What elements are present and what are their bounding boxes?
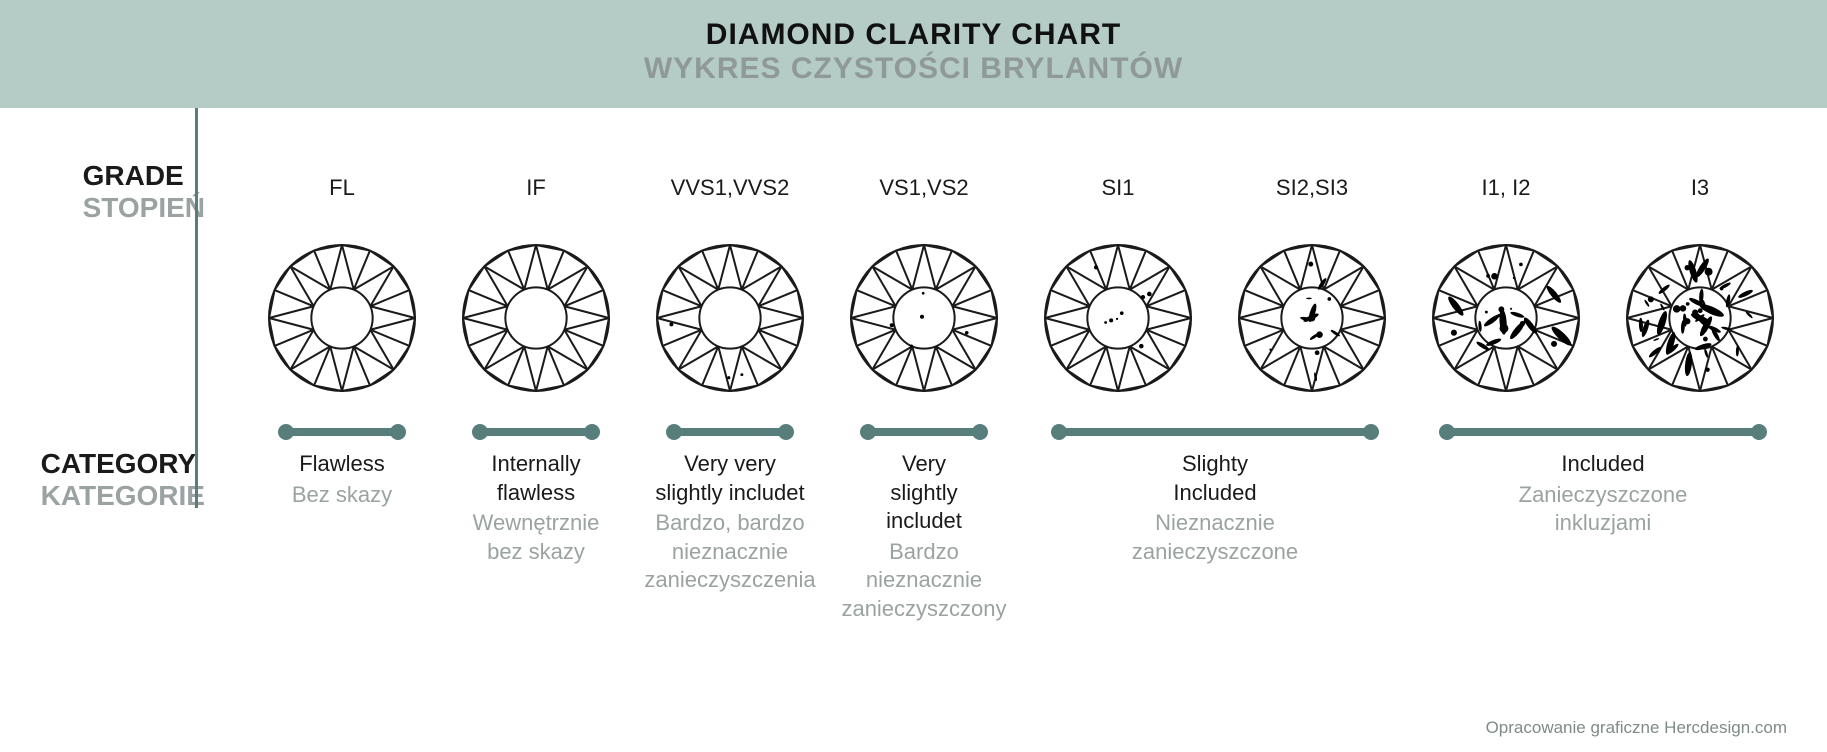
side-labels: GRADE STOPIEŃ CATEGORY KATEGORIE bbox=[30, 168, 215, 624]
grade-code: I3 bbox=[1691, 168, 1709, 208]
category-pl: Bardzo, bardzonieznaczniezanieczyszczeni… bbox=[644, 509, 815, 595]
category-label-block: CATEGORY KATEGORIE bbox=[41, 448, 205, 512]
category-pl: Nieznaczniezanieczyszczone bbox=[1132, 509, 1298, 566]
diamond-icon bbox=[849, 228, 999, 408]
range-bar bbox=[670, 428, 790, 436]
category-group: Very veryslightly includetBardzo, bardzo… bbox=[633, 428, 827, 624]
range-bar bbox=[1443, 428, 1763, 436]
category-en: Very veryslightly includet bbox=[655, 450, 804, 507]
diamond-icon bbox=[1625, 228, 1775, 408]
category-group: IncludedZanieczyszczoneinkluzjami bbox=[1409, 428, 1797, 624]
credit-line: Opracowanie graficzne Hercdesign.com bbox=[1486, 718, 1787, 738]
category-pl: Bez skazy bbox=[292, 481, 392, 510]
grade-code: IF bbox=[526, 168, 546, 208]
category-group: FlawlessBez skazy bbox=[245, 428, 439, 624]
header-bar: DIAMOND CLARITY CHART WYKRES CZYSTOŚCI B… bbox=[0, 0, 1827, 108]
diamond-icon bbox=[267, 228, 417, 408]
diamond-icon bbox=[1431, 228, 1581, 408]
range-bar bbox=[476, 428, 596, 436]
grade-column: SI1 bbox=[1021, 168, 1215, 408]
grade-code: I1, I2 bbox=[1482, 168, 1531, 208]
category-en: CATEGORY bbox=[41, 448, 205, 480]
range-bar-wrap bbox=[633, 428, 827, 436]
diamond-icon bbox=[655, 228, 805, 408]
category-en: Veryslightlyincludet bbox=[886, 450, 962, 536]
grade-column: SI2,SI3 bbox=[1215, 168, 1409, 408]
range-bar-wrap bbox=[245, 428, 439, 436]
grade-column: VS1,VS2 bbox=[827, 168, 1021, 408]
category-group: SlightyIncludedNieznaczniezanieczyszczon… bbox=[1021, 428, 1409, 624]
range-bar-wrap bbox=[1409, 428, 1797, 436]
range-bar bbox=[864, 428, 984, 436]
category-pl: Zanieczyszczoneinkluzjami bbox=[1519, 481, 1688, 538]
diamond-icon bbox=[1043, 228, 1193, 408]
category-en: Included bbox=[1561, 450, 1644, 479]
grade-column: IF bbox=[439, 168, 633, 408]
grade-code: SI2,SI3 bbox=[1276, 168, 1348, 208]
grade-code: FL bbox=[329, 168, 355, 208]
grade-column: FL bbox=[245, 168, 439, 408]
grade-code: VVS1,VVS2 bbox=[671, 168, 790, 208]
grade-column: I1, I2 bbox=[1409, 168, 1603, 408]
category-pl: KATEGORIE bbox=[41, 480, 205, 512]
category-en: Flawless bbox=[299, 450, 385, 479]
grade-column: VVS1,VVS2 bbox=[633, 168, 827, 408]
category-pl: Wewnętrzniebez skazy bbox=[473, 509, 600, 566]
diamond-icon bbox=[1237, 228, 1387, 408]
range-bar-wrap bbox=[827, 428, 1021, 436]
range-bar bbox=[282, 428, 402, 436]
range-bar-wrap bbox=[1021, 428, 1409, 436]
range-bar bbox=[1055, 428, 1375, 436]
category-groups-row: FlawlessBez skazyInternallyflawlessWewnę… bbox=[215, 428, 1797, 624]
grade-pl: STOPIEŃ bbox=[83, 192, 205, 224]
category-group: VeryslightlyincludetBardzonieznaczniezan… bbox=[827, 428, 1021, 624]
title-en: DIAMOND CLARITY CHART bbox=[0, 18, 1827, 52]
category-en: SlightyIncluded bbox=[1173, 450, 1256, 507]
grade-column: I3 bbox=[1603, 168, 1797, 408]
chart-body: GRADE STOPIEŃ CATEGORY KATEGORIE FL IF VVS… bbox=[0, 108, 1827, 624]
diamond-icon bbox=[461, 228, 611, 408]
category-pl: Bardzonieznaczniezanieczyszczony bbox=[841, 538, 1006, 624]
grade-label-block: GRADE STOPIEŃ bbox=[83, 160, 205, 224]
grades-row: FL IF VVS1,VVS2 VS1,VS2 SI1 SI2,SI3 I1, I2 I3 bbox=[215, 168, 1797, 408]
grade-code: VS1,VS2 bbox=[879, 168, 968, 208]
grade-en: GRADE bbox=[83, 160, 205, 192]
vertical-divider bbox=[195, 108, 198, 508]
range-bar-wrap bbox=[439, 428, 633, 436]
category-group: InternallyflawlessWewnętrzniebez skazy bbox=[439, 428, 633, 624]
title-pl: WYKRES CZYSTOŚCI BRYLANTÓW bbox=[0, 52, 1827, 86]
grade-code: SI1 bbox=[1101, 168, 1134, 208]
category-en: Internallyflawless bbox=[491, 450, 580, 507]
